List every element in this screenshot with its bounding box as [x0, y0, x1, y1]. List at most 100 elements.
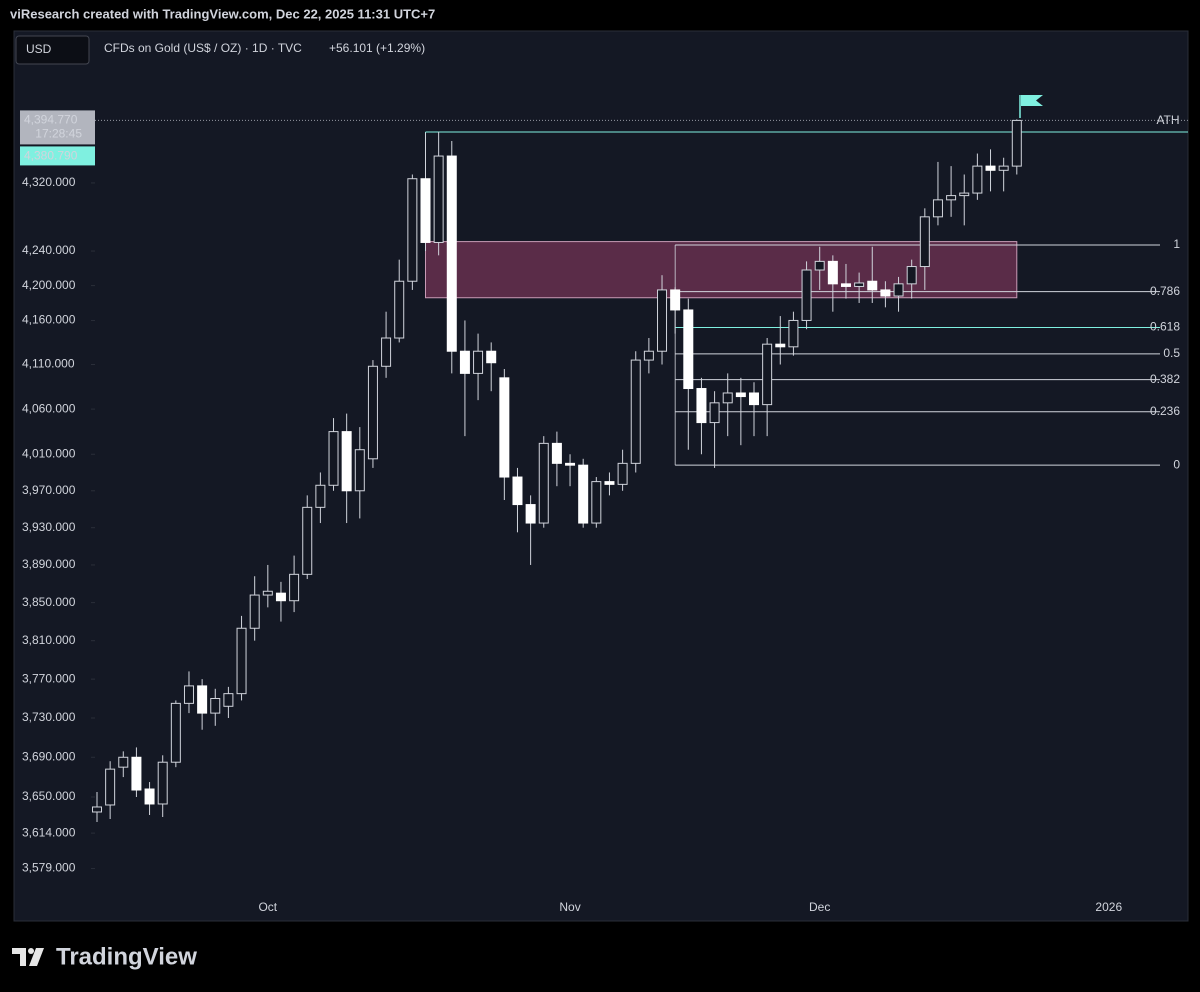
y-tick-label: 3,614.000	[22, 825, 76, 839]
candle-body	[932, 199, 943, 218]
candle-body	[433, 155, 444, 243]
candle-body	[827, 260, 838, 285]
candle-body	[197, 685, 208, 714]
fib-label: 0.786	[1150, 284, 1180, 298]
logo-mark	[29, 948, 44, 966]
y-tick-label: 3,770.000	[22, 671, 76, 685]
flag	[1019, 95, 1043, 118]
y-tick-label: 4,010.000	[22, 446, 76, 460]
ath-name: ATH	[1156, 113, 1179, 127]
candle-body	[709, 402, 720, 424]
candle-body	[249, 594, 260, 629]
candle-body	[131, 756, 142, 791]
candle-body	[92, 806, 102, 813]
candle-body	[289, 573, 300, 602]
last-price-tag	[20, 110, 95, 145]
y-tick-label: 3,890.000	[22, 557, 76, 571]
fib-label: 0	[1173, 457, 1180, 471]
fib-label: 0.236	[1150, 404, 1180, 418]
fib-label: 1	[1173, 237, 1180, 251]
candle-body	[880, 289, 891, 297]
y-tick-label: 3,930.000	[22, 520, 76, 534]
y-tick-label: 3,970.000	[22, 483, 76, 497]
candle-body	[946, 195, 957, 201]
candle-body	[341, 431, 352, 492]
y-tick-label: 3,579.000	[22, 861, 76, 875]
candle-body	[183, 685, 194, 704]
candle-body	[749, 392, 759, 406]
logo: TradingView	[12, 943, 197, 970]
candle-body	[512, 476, 523, 506]
candle-body	[722, 392, 733, 404]
candle-body	[302, 506, 313, 575]
logo-text: TradingView	[56, 943, 197, 970]
candle-body	[354, 449, 365, 492]
candle-body	[801, 269, 812, 321]
candle-body	[762, 343, 773, 406]
symbol: CFDs on Gold (US$ / OZ) · 1D · TVC	[104, 41, 302, 55]
candle-body	[551, 442, 562, 464]
attribution: viResearch created with TradingView.com,…	[10, 6, 435, 21]
candle-body	[1011, 119, 1022, 167]
candle-body	[262, 590, 273, 596]
fib-label: 0.618	[1150, 320, 1180, 334]
candle-body	[617, 462, 628, 485]
candle-body	[643, 350, 654, 361]
y-tick-label: 4,240.000	[22, 243, 76, 257]
candle-body	[538, 442, 549, 524]
candle-body	[735, 392, 746, 398]
y-tick-label: 3,810.000	[22, 633, 76, 647]
candle-body	[683, 309, 694, 390]
x-tick-label: Nov	[559, 900, 580, 914]
y-tick-label: 4,110.000	[22, 357, 75, 371]
y-tick-label: 3,650.000	[22, 789, 76, 803]
candle-body	[275, 592, 286, 602]
chart-panel	[13, 30, 1189, 922]
flag-shape	[1021, 95, 1043, 106]
change: +56.101 (+1.29%)	[329, 41, 425, 55]
candle-body	[788, 319, 799, 348]
logo-mark	[12, 948, 26, 966]
candle-body	[118, 756, 129, 768]
candle-body	[328, 431, 339, 486]
candle-body	[591, 481, 602, 524]
candle-body	[381, 337, 392, 367]
currency: USD	[26, 42, 52, 56]
y-tick-label: 4,320.000	[22, 175, 76, 189]
currency-button[interactable]	[15, 35, 90, 65]
candle-body	[657, 289, 668, 352]
x-tick-label: Dec	[809, 900, 830, 914]
fib-label: 0.5	[1163, 346, 1180, 360]
candle-body	[407, 178, 418, 282]
candle-body	[893, 283, 904, 297]
candle-body	[394, 280, 405, 339]
candle-body	[315, 484, 326, 508]
candle-body	[972, 165, 983, 194]
candle-body	[210, 698, 221, 714]
candle-body	[105, 768, 116, 806]
y-tick-label: 4,200.000	[22, 278, 76, 292]
candle-body	[420, 178, 431, 243]
candle-body	[473, 350, 484, 374]
candle-body	[170, 702, 181, 763]
candle-body	[840, 283, 851, 287]
ath-price-label: 4,380.790	[24, 149, 78, 163]
plot: 4,320.000 4,240.000 4,200.000 4,160.000 4,11…	[20, 110, 1188, 914]
candle-body	[867, 280, 878, 291]
candle-body	[670, 289, 681, 311]
x-tick-label: 2026	[1095, 900, 1122, 914]
candle-body	[525, 504, 536, 524]
candle-body	[236, 627, 247, 695]
candle-body	[604, 481, 615, 485]
candle-body	[459, 350, 470, 374]
candle-body	[906, 266, 917, 285]
candle-body	[696, 388, 707, 424]
y-tick-label: 3,730.000	[22, 710, 76, 724]
candle-body	[775, 343, 786, 348]
candle-body	[157, 761, 168, 805]
y-tick-label: 4,160.000	[22, 313, 76, 327]
candle-body	[919, 216, 930, 268]
y-tick-label: 3,850.000	[22, 595, 76, 609]
candle-body	[959, 192, 970, 197]
